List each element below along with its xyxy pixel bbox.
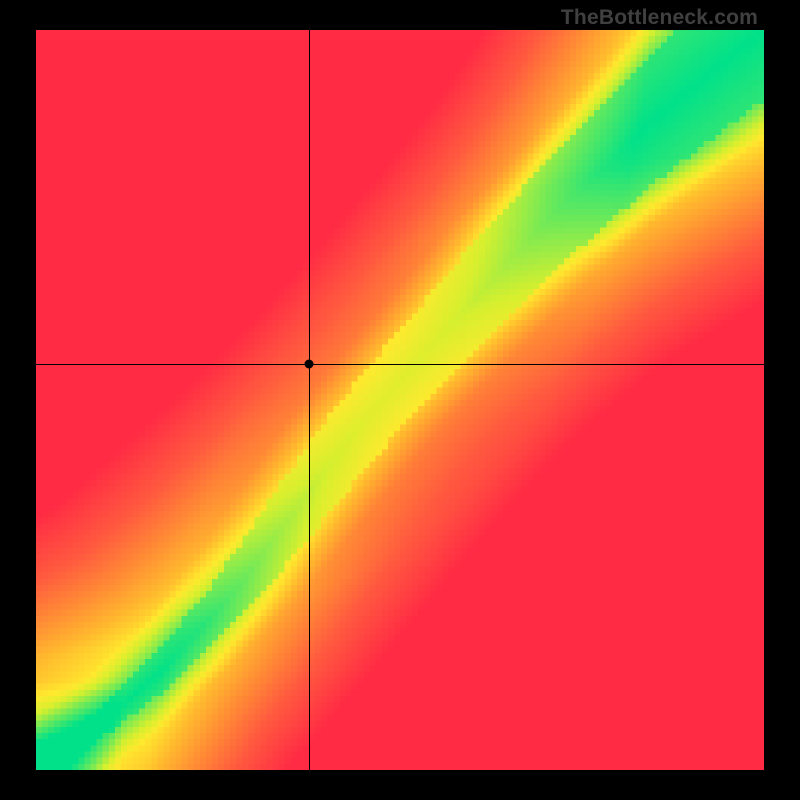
bottleneck-heatmap: [36, 30, 764, 770]
chart-container: TheBottleneck.com: [0, 0, 800, 800]
crosshair-vertical: [309, 30, 310, 770]
selection-marker[interactable]: [305, 360, 314, 369]
watermark-text: TheBottleneck.com: [561, 6, 758, 30]
crosshair-horizontal: [36, 364, 764, 365]
plot-frame: [36, 30, 764, 770]
